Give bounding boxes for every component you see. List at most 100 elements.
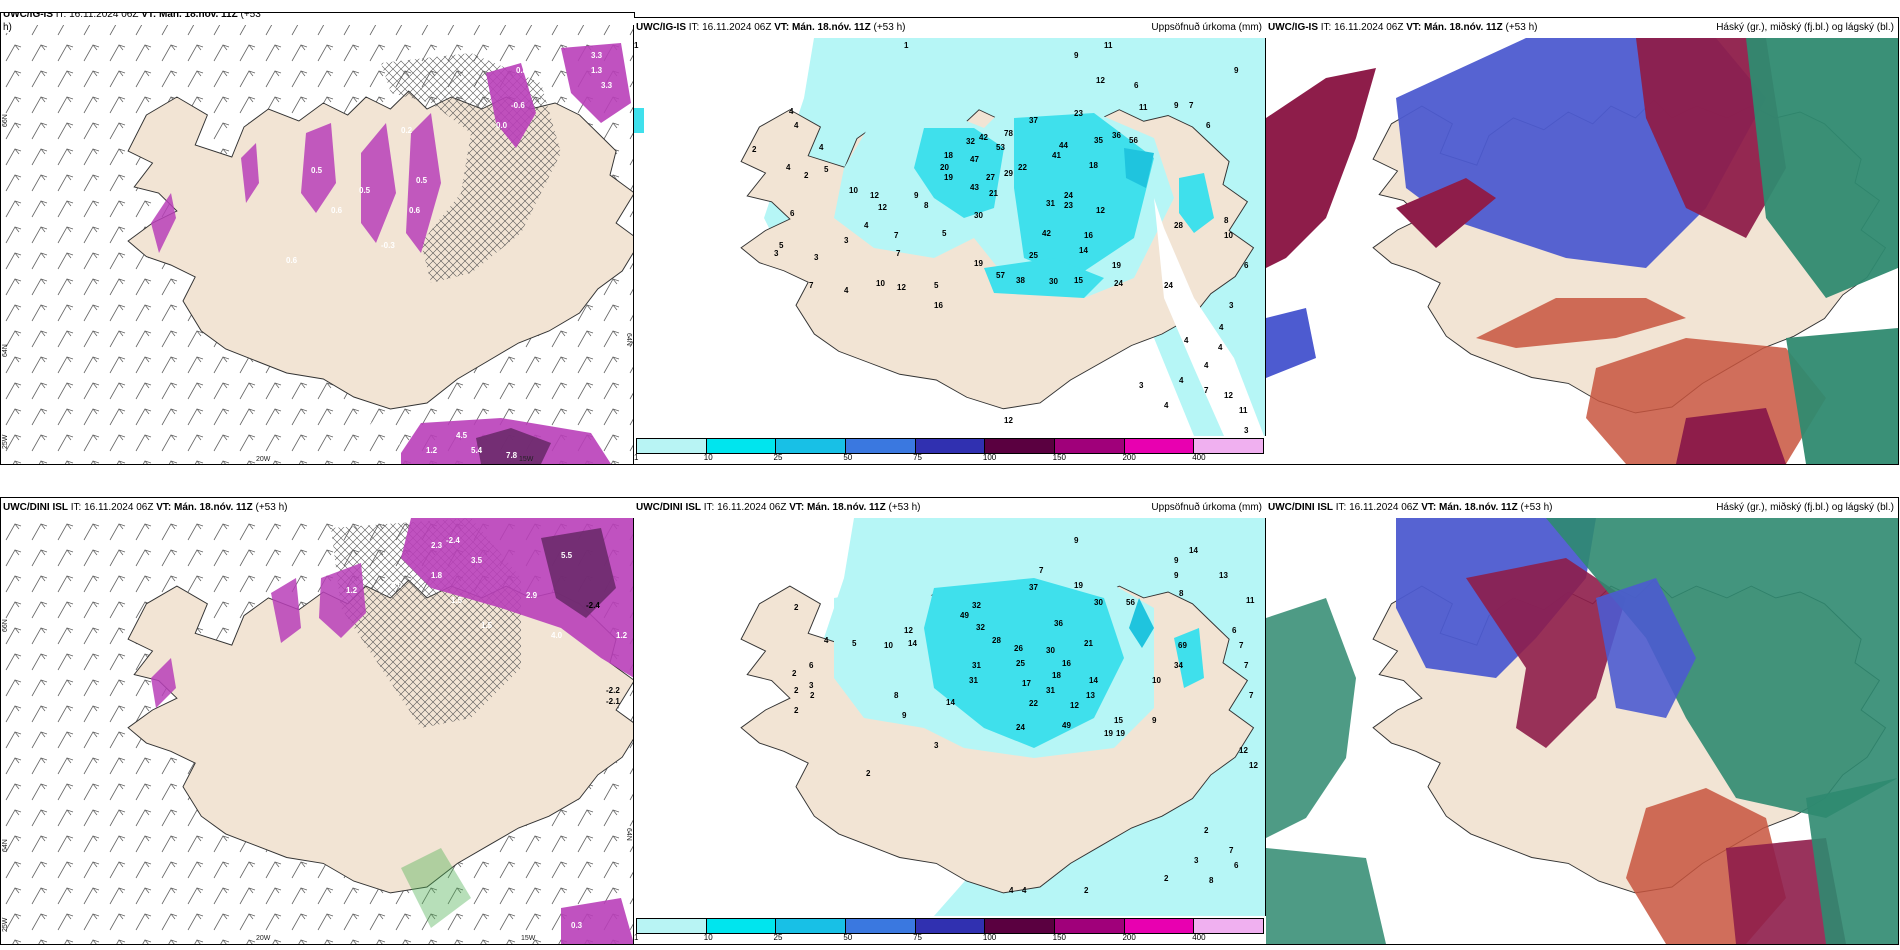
value-label: 0.6 [361,421,373,430]
colorbar-tick: 150 [1052,933,1067,942]
value-label: 6 [1234,861,1239,870]
value-label: 15 [1074,276,1083,285]
colorbar-swatch [1194,919,1264,933]
value-label: 4 [1009,886,1014,895]
value-label: 1.5 [481,621,493,630]
map-area: 9 11 12 6 11 9 7 6 23 37 44 35 36 56 78 … [634,38,1266,436]
value-label: 6 [1206,121,1211,130]
precip-mid [1179,173,1214,233]
value-label: 4 [1164,401,1169,410]
snow-area [319,563,366,638]
colorbar-swatch [1055,439,1125,453]
snow-area [151,658,176,708]
value-label: 16 [1084,231,1093,240]
value-label: 0.6 [286,256,298,265]
value-label: 1.2 [426,446,438,455]
value-label: 0.3 [571,921,583,930]
cloud-high [1596,578,1696,718]
value-label: 14 [946,698,955,707]
lead-time: (+53 h) [888,502,921,513]
value-label: 3 [814,253,819,262]
axis-label: 20W [256,456,271,463]
panel-header: UWC/DINI ISL IT: 16.11.2024 06Z VT: Mán.… [1266,498,1898,518]
colorbar-tick: 200 [1122,453,1136,462]
snow-area [406,113,441,253]
value-label: 0.5 [416,176,428,185]
precip-value-labels: 9 11 12 6 11 9 7 6 23 37 44 35 36 56 78 … [634,41,1249,435]
colorbar-tick: 50 [843,933,853,942]
value-label: 32 [972,601,981,610]
axis-label: 15W [521,935,536,942]
valid-time: VT: Mán. 18.nóv. 11Z [1421,502,1518,513]
value-label: 4.0 [551,631,563,640]
value-label: 42 [1042,229,1051,238]
snow-area [561,898,634,944]
value-label: 19 [1112,261,1121,270]
value-label: 24 [1016,723,1025,732]
init-time: IT: 16.11.2024 06Z [1320,22,1404,33]
value-label: 18 [1089,161,1098,170]
value-label: 31 [972,661,981,670]
value-label: 14 [908,639,917,648]
value-label: 37 [1029,583,1038,592]
precip-mid [1174,628,1204,688]
value-label: 16 [934,301,943,310]
colorbar-tick: 25 [773,933,783,942]
snow-area [476,428,551,464]
value-label: 0.4 [396,438,408,447]
value-label: 19 [1104,729,1113,738]
value-label: 12 [1096,206,1105,215]
colorbar-swatches [636,918,1264,934]
colorbar-tick: 1 [634,933,639,942]
value-label: 11 [1139,103,1148,112]
colorbar-tick: 50 [843,453,853,462]
precip-mid [1014,113,1154,278]
value-label: 2 [792,669,797,678]
lead-time: (+53 h) [1520,502,1553,513]
valid-time: VT: Mán. 18.nóv. 11Z [774,22,871,33]
value-label: 32 [966,137,975,146]
value-label: 30 [1046,646,1055,655]
colorbar-tick: 10 [703,453,713,462]
cloud-mid [1636,38,1786,238]
panel-header: UWC/IG-IS IT: 16.11.2024 06Z VT: Mán. 18… [634,18,1266,38]
colorbar-tick: 75 [913,933,923,942]
panel-header: UWC/DINI ISL IT: 16.11.2024 06Z VT: Mán.… [1,498,634,518]
cloud-low [1746,38,1898,298]
precip-mid [914,128,1004,218]
colorbar-swatch [915,439,986,453]
init-time: IT: 16.11.2024 06Z [55,12,139,20]
value-label: 2 [794,686,799,695]
value-label: 22 [1029,699,1038,708]
value-label: 6 [790,209,795,218]
cloud-low [1786,328,1898,464]
lead-time: (+53 h) [1505,22,1538,33]
value-label: 28 [992,636,1001,645]
value-label: 32 [976,623,985,632]
panel-header: UWC/IG-IS IT: 16.11.2024 06Z VT: Mán. 18… [1266,18,1898,38]
value-label: 2 [866,769,871,778]
value-label: 19 [1074,581,1083,590]
valid-time: VT: Mán. 18.nóv. 11Z [141,12,238,20]
cloud-mid [1676,408,1786,464]
value-label: 1.8 [431,571,443,580]
value-label: 3.3 [601,81,613,90]
colorbar-swatch [1124,439,1195,453]
model-name: UWC/IG-IS [3,12,53,20]
value-label: 10 [1224,231,1233,240]
map-svg: 9 11 12 6 11 9 7 6 23 37 44 35 36 56 78 … [634,38,1266,436]
value-label: 24 [1164,281,1173,290]
colorbar-swatch [706,919,777,933]
value-label: 9 [1074,51,1079,60]
model-name: UWC/IG-IS [1268,22,1318,33]
map-svg: 3.3 1.3 3.3 0.8 -0.6 0.0 0.2 0.5 0.5 0.5… [1,13,634,464]
value-label: 12 [1096,76,1105,85]
value-label: 4.5 [456,431,468,440]
colorbar-swatch [1124,919,1195,933]
valid-time: VT: Mán. 18.nóv. 11Z [156,502,253,513]
value-label: 56 [1126,598,1135,607]
value-label: 12 [897,283,906,292]
value-label: 4 [1204,361,1209,370]
value-label: 3 [1229,301,1234,310]
value-label: 7 [1204,386,1209,395]
